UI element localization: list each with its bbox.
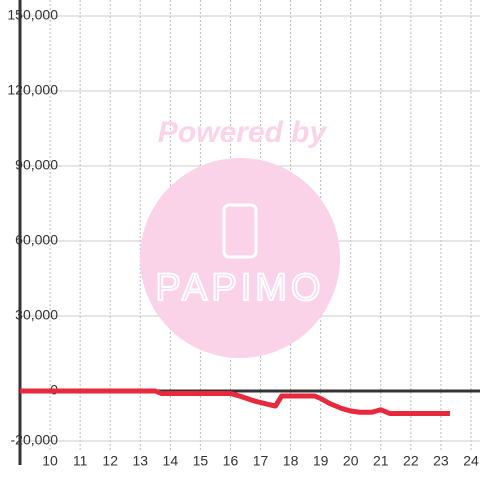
y-tick-label: 90,000: [15, 157, 58, 173]
watermark: Powered by PAPIMO: [140, 116, 340, 358]
y-tick-label: 30,000: [15, 307, 58, 323]
watermark-icon: [222, 203, 258, 259]
x-tick-label: 23: [433, 453, 449, 469]
x-tick-label: 19: [313, 453, 329, 469]
x-tick-label: 14: [163, 453, 179, 469]
x-tick-label: 21: [373, 453, 389, 469]
watermark-text: Powered by: [158, 116, 328, 149]
y-tick-label: 60,000: [15, 232, 58, 248]
data-line: [20, 388, 450, 416]
y-tick-label: 150,000: [7, 7, 58, 23]
x-tick-label: 12: [102, 453, 118, 469]
y-tick-label: -20,000: [11, 432, 59, 448]
x-tick-label: 18: [283, 453, 299, 469]
x-tick-label: 13: [132, 453, 148, 469]
x-tick-label: 16: [223, 453, 239, 469]
x-tick-label: 22: [403, 453, 419, 469]
x-tick-label: 11: [73, 453, 88, 469]
x-tick-label: 24: [463, 453, 479, 469]
y-tick-label: 120,000: [7, 82, 58, 98]
x-tick-label: 17: [253, 453, 269, 469]
x-tick-label: 15: [193, 453, 209, 469]
x-tick-label: 20: [343, 453, 359, 469]
x-tick-label: 10: [42, 453, 58, 469]
watermark-logo: PAPIMO: [156, 267, 325, 309]
